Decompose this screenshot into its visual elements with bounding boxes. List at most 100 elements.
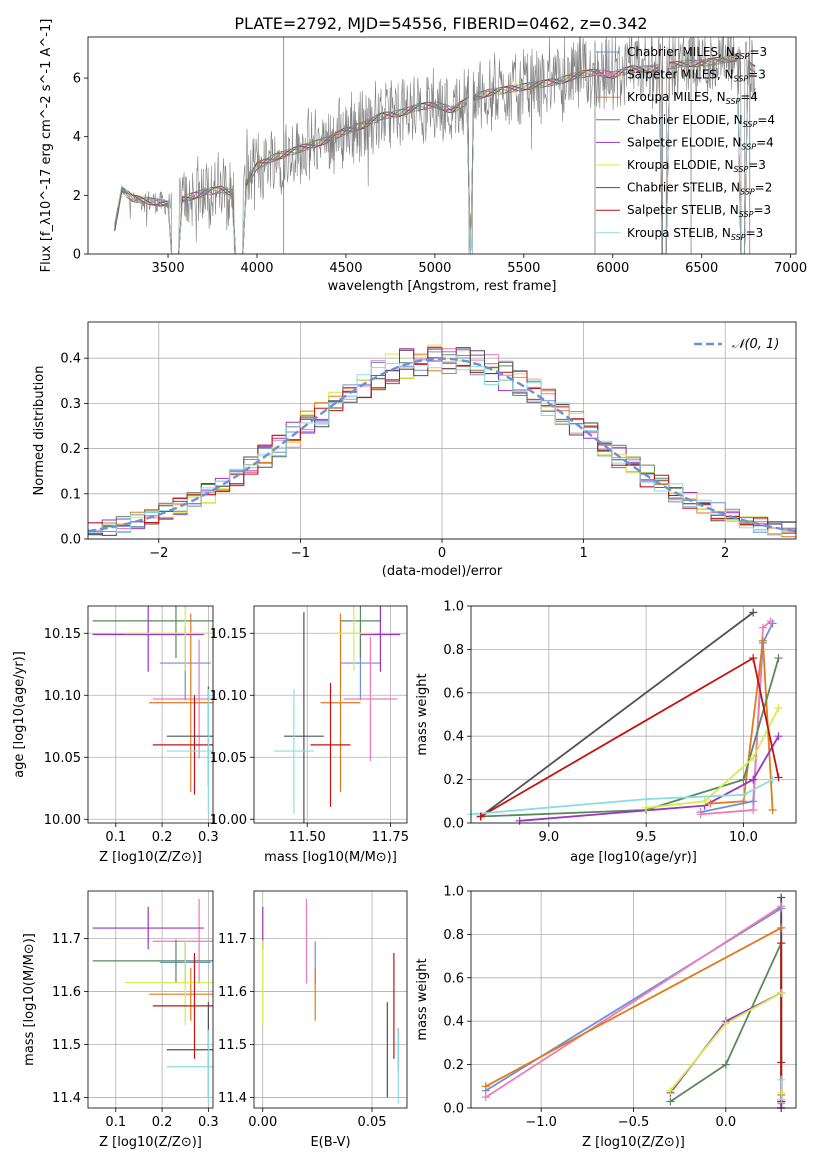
legend-label-kroupa-stelib: Kroupa STELIB, NSSP=3 xyxy=(627,226,763,242)
y-axis-label: Normed distribution xyxy=(32,366,47,496)
x-tick-label: 2 xyxy=(721,546,729,561)
x-tick-label: 0.2 xyxy=(152,830,173,845)
errorbar-chabrier-elodie xyxy=(92,606,213,659)
axes-frame xyxy=(253,605,408,824)
legend-text: Kroupa ELODIE, N xyxy=(627,158,734,172)
y-tick-label: 11.5 xyxy=(218,1038,247,1053)
axes-frame xyxy=(87,605,214,824)
weight-marker-kroupa-miles xyxy=(777,923,786,932)
legend-subscript: SSP xyxy=(741,142,756,151)
weight-marker-kroupa-elodie xyxy=(777,988,786,997)
weight-marker-chabrier-elodie xyxy=(739,775,748,784)
panel-mass_vs_EBV: 0.00 0.05 11.4 11.5 11.6 11.7 E(B-V) xyxy=(218,890,408,1150)
axes-frame xyxy=(470,890,797,1109)
y-tick-label: 11.6 xyxy=(218,985,247,1000)
weight-marker-salpeter-miles xyxy=(481,1093,490,1102)
weight-marker-chabrier-elodie xyxy=(666,1097,675,1106)
x-tick-label: 0.00 xyxy=(248,1115,277,1130)
x-tick-label: 5000 xyxy=(418,261,451,276)
weight-marker-kroupa-stelib xyxy=(777,1075,786,1084)
x-axis-label: Z [log10(Z/Z⊙)] xyxy=(99,850,202,865)
y-axis-label: mass weight xyxy=(415,673,430,755)
x-tick-label: 9.0 xyxy=(539,830,560,845)
y-tick-label: 0.6 xyxy=(443,971,464,986)
legend-text: Salpeter ELODIE, N xyxy=(627,135,741,149)
x-tick-label: −2 xyxy=(149,546,168,561)
x-axis-label: mass [log10(M/M⊙)] xyxy=(264,850,397,865)
weight-marker-salpeter-miles xyxy=(777,902,786,911)
errorbar-salpeter-elodie xyxy=(92,906,204,950)
errorbar-salpeter-stelib xyxy=(152,695,213,795)
weight-marker-kroupa-miles xyxy=(758,636,767,645)
errorbar-kroupa-miles xyxy=(149,967,213,1021)
errorbar-kroupa-stelib xyxy=(166,689,213,814)
errorbar-chabrier-elodie xyxy=(340,606,381,659)
axes-frame xyxy=(87,36,797,255)
errorbar-salpeter-elodie xyxy=(360,606,401,672)
x-tick-label: −0.5 xyxy=(618,1115,650,1130)
panel-spectrum: 3500 4000 4500 5000 5500 6000 6500 7000 0 2 4 6 wave… xyxy=(39,19,807,294)
y-tick-label: 11.7 xyxy=(52,932,81,947)
weight-marker-kroupa-miles xyxy=(768,805,777,814)
legend-text: Salpeter STELIB, N xyxy=(627,203,739,217)
weight-marker-salpeter-miles xyxy=(749,805,758,814)
errorbar-kroupa-miles xyxy=(149,613,213,792)
y-tick-label: 0 xyxy=(73,248,81,263)
errorbar-salpeter-miles xyxy=(152,639,213,759)
weight-line-kroupa-stelib xyxy=(471,778,774,816)
x-tick-label: 5500 xyxy=(507,261,540,276)
legend-subscript: SSP xyxy=(731,233,746,242)
weight-line-salpeter-miles xyxy=(700,620,772,816)
y-tick-label: 10.00 xyxy=(210,813,247,828)
panel-mass_weight_vs_Z: −1.0 −0.5 0.0 0.0 0.2 0.4 0.6 0.8 1.0 Z [log10(Z/… xyxy=(415,885,797,1150)
weight-marker-salpeter-miles xyxy=(696,810,705,819)
panel-age_vs_Z: 0.1 0.2 0.3 10.00 10.05 10.10 10.15 Z [log10(Z/… xyxy=(12,605,219,865)
y-tick-label: 10.10 xyxy=(44,689,81,704)
y-tick-label: 1.0 xyxy=(443,600,464,615)
errorbar-kroupa-elodie xyxy=(125,606,213,671)
legend-label-chabrier-miles: Chabrier MILES, NSSP=3 xyxy=(627,45,767,61)
weight-marker-salpeter-stelib xyxy=(476,812,485,821)
y-tick-label: 10.15 xyxy=(44,627,81,642)
legend-text: Chabrier STELIB, N xyxy=(627,181,740,195)
weight-marker-salpeter-elodie xyxy=(774,732,783,741)
y-tick-label: 10.05 xyxy=(44,751,81,766)
legend-label-kroupa-miles: Kroupa MILES, NSSP=4 xyxy=(627,90,758,106)
x-axis-label: age [log10(age/yr)] xyxy=(570,850,697,865)
legend-subscript: SSP xyxy=(739,210,754,219)
weight-marker-kroupa-elodie xyxy=(749,753,758,762)
y-tick-label: 0.8 xyxy=(443,928,464,943)
y-tick-label: 0.0 xyxy=(443,1102,464,1117)
x-axis-label: (data-model)/error xyxy=(382,564,503,579)
legend-subscript: SSP xyxy=(734,165,749,174)
weight-marker-kroupa-elodie xyxy=(700,797,709,806)
legend-text: Chabrier ELODIE, N xyxy=(627,113,743,127)
legend-label-kroupa-elodie: Kroupa ELODIE, NSSP=3 xyxy=(627,158,766,174)
weight-marker-kroupa-elodie xyxy=(721,1019,730,1028)
y-axis-label: age [log10(age/yr)] xyxy=(12,651,27,778)
y-tick-label: 0.1 xyxy=(60,487,81,502)
legend-text: Salpeter MILES, N xyxy=(627,68,734,82)
legend-value: =4 xyxy=(740,90,758,104)
legend-label-chabrier-elodie: Chabrier ELODIE, NSSP=4 xyxy=(627,113,775,129)
panel-normed_distribution: −2 −1 0 1 2 0.0 0.1 0.2 0.3 0.4 (data-model)/error… xyxy=(32,321,797,579)
x-tick-label: 7000 xyxy=(774,261,807,276)
y-tick-label: 10.05 xyxy=(210,751,247,766)
histogram-kroupa-stelib xyxy=(88,359,796,535)
axes-frame xyxy=(87,321,797,540)
y-axis-label: mass [log10(M/M⊙)] xyxy=(22,933,37,1066)
weight-marker-kroupa-elodie xyxy=(642,803,651,812)
errorbar-kroupa-stelib xyxy=(166,1029,213,1104)
x-axis-label: Z [log10(Z/Z⊙)] xyxy=(582,1135,685,1150)
legend-label-salpeter-stelib: Salpeter STELIB, NSSP=3 xyxy=(627,203,771,219)
x-tick-label: 9.5 xyxy=(636,830,657,845)
weight-marker-salpeter-stelib xyxy=(777,939,786,948)
y-tick-label: 6 xyxy=(73,72,81,87)
legend-text: Kroupa MILES, N xyxy=(627,90,726,104)
y-tick-label: 4 xyxy=(73,130,81,145)
plot-area-spectrum xyxy=(114,37,756,254)
legend-label-salpeter-miles: Salpeter MILES, NSSP=3 xyxy=(627,68,766,84)
legend-value: =4 xyxy=(757,113,775,127)
y-axis-label: mass weight xyxy=(415,958,430,1040)
x-tick-label: 0.2 xyxy=(152,1115,173,1130)
